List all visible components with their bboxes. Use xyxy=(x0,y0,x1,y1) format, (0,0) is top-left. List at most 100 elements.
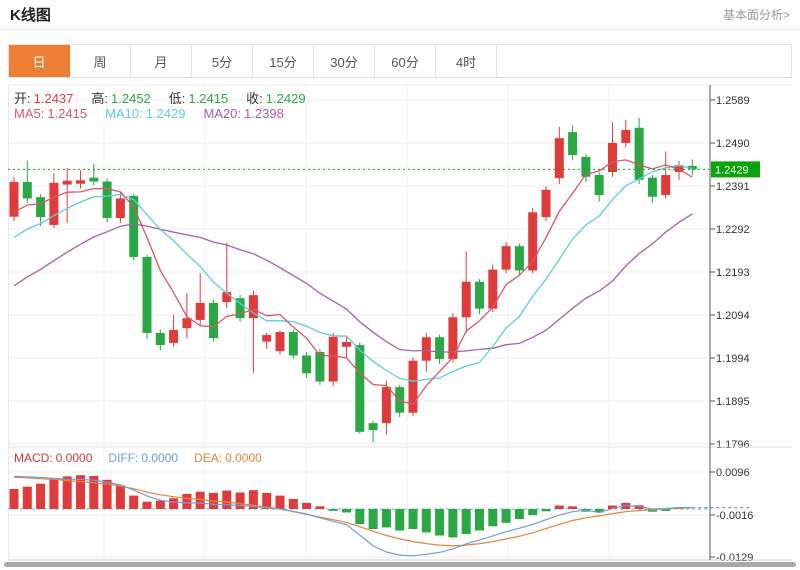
readout-value: 1.2415 xyxy=(188,91,229,106)
macd-bar xyxy=(408,509,418,529)
macd-bar xyxy=(62,476,72,509)
macd-bar xyxy=(435,509,445,536)
candle-body xyxy=(594,175,604,195)
candle-body xyxy=(129,195,139,258)
ohlc-readout: 开: 1.2437 高: 1.2452 低: 1.2415 收: 1.2429 xyxy=(14,88,306,107)
macd-bar xyxy=(102,479,112,509)
main-gridlines-and-ticks: 1.2589 1.2490 1.2391 1.2292 1.2193 1.2094 1.19… xyxy=(8,95,750,451)
macd-bar xyxy=(235,492,245,509)
candle-body xyxy=(182,318,192,329)
candle-body xyxy=(448,317,458,359)
macd-bar xyxy=(169,498,179,509)
candle-body xyxy=(647,177,657,197)
candle-body xyxy=(288,332,298,356)
macd-bar xyxy=(421,509,431,533)
candle-body xyxy=(89,177,99,182)
candle-body xyxy=(209,302,218,339)
macd-bar xyxy=(634,505,644,509)
diff-line xyxy=(13,475,693,557)
macd-bar xyxy=(89,476,99,509)
main-axis-tick: 1.1796 xyxy=(716,439,750,451)
macd-bar xyxy=(49,479,59,509)
main-axis-tick: 1.2589 xyxy=(716,95,750,107)
readout-pair: 低: 1.2415 xyxy=(169,88,228,107)
macd-bar xyxy=(129,495,139,509)
pane-borders xyxy=(8,84,792,561)
macd-bar xyxy=(195,491,205,509)
ma-readout: MA5: 1.2415 MA10: 1.2429 MA20: 1.2398 xyxy=(14,106,284,121)
macd-bar xyxy=(661,509,671,511)
macd-bar xyxy=(475,509,484,531)
main-axis-tick: 1.1895 xyxy=(716,396,750,408)
readout-value: 1.2429 xyxy=(265,91,306,106)
readout-pair: DIFF: 0.0000 xyxy=(108,451,178,465)
readout-pair: 开: 1.2437 xyxy=(14,88,73,107)
macd-bar xyxy=(514,509,524,519)
macd-bar xyxy=(9,489,19,509)
macd-bar xyxy=(248,490,258,509)
candle-body xyxy=(22,181,32,199)
readout-pair: MACD: 0.0000 xyxy=(14,451,92,465)
tab-15min[interactable]: 15分 xyxy=(253,45,314,77)
main-axis-tick: 1.2193 xyxy=(716,267,750,279)
candle-body xyxy=(36,197,46,218)
fundamental-analysis-link[interactable]: 基本面分析> xyxy=(722,8,790,22)
ma5-line xyxy=(13,159,693,406)
tab-bar-filler xyxy=(497,45,791,77)
readout-pair: 高: 1.2452 xyxy=(91,88,150,107)
candle-body xyxy=(408,360,418,413)
candle-body xyxy=(634,127,644,180)
candle-body xyxy=(554,138,564,179)
tab-day[interactable]: 日 xyxy=(9,45,70,77)
candle-body xyxy=(421,337,431,361)
macd-bar xyxy=(155,500,165,509)
macd-bar xyxy=(355,509,365,524)
macd-bar xyxy=(302,502,312,509)
macd-bar xyxy=(528,509,538,516)
readout-label: MACD: xyxy=(14,451,53,465)
readout-pair: DEA: 0.0000 xyxy=(194,451,262,465)
readout-pair: 收: 1.2429 xyxy=(246,88,305,107)
readout-pair: MA10: 1.2429 xyxy=(105,106,185,121)
main-axis-tick: 1.2292 xyxy=(716,224,750,236)
ma10-line xyxy=(13,164,693,382)
macd-bar xyxy=(461,509,471,534)
candle-body xyxy=(621,129,631,143)
readout-label: MA10: xyxy=(105,106,143,121)
page-title: K线图 xyxy=(10,7,51,24)
readout-label: 低: xyxy=(168,91,186,106)
tab-4hour[interactable]: 4时 xyxy=(436,45,497,77)
main-axis-tick: 1.2094 xyxy=(716,310,750,322)
tab-month[interactable]: 月 xyxy=(131,45,192,77)
macd-bar xyxy=(275,495,285,509)
candle-body xyxy=(195,302,205,320)
macd-bar xyxy=(115,485,125,509)
candle-body xyxy=(488,269,498,309)
readout-value: 1.2415 xyxy=(47,106,88,121)
candle-body xyxy=(674,165,684,173)
vertical-gridlines xyxy=(103,85,610,560)
tab-30min[interactable]: 30分 xyxy=(314,45,375,77)
candle-body xyxy=(315,352,325,382)
candle-body xyxy=(262,335,272,342)
macd-bar xyxy=(594,509,604,513)
readout-label: 收: xyxy=(246,91,263,106)
macd-bar xyxy=(541,509,551,512)
candles xyxy=(9,117,697,443)
readout-value: 1.2437 xyxy=(33,91,74,106)
candle-body xyxy=(342,342,351,347)
horizontal-scrollbar[interactable] xyxy=(4,562,796,567)
candle-body xyxy=(142,257,152,333)
tab-week[interactable]: 周 xyxy=(70,45,131,77)
candle-body xyxy=(501,246,511,270)
tab-60min[interactable]: 60分 xyxy=(375,45,436,77)
candle-body xyxy=(62,180,72,185)
macd-bar xyxy=(488,509,498,527)
tab-5min[interactable]: 5分 xyxy=(192,45,253,77)
candle-body xyxy=(541,189,551,218)
candle-body xyxy=(76,180,85,184)
macd-bar xyxy=(328,509,338,511)
macd-bar xyxy=(315,506,325,509)
macd-bar xyxy=(448,509,458,538)
